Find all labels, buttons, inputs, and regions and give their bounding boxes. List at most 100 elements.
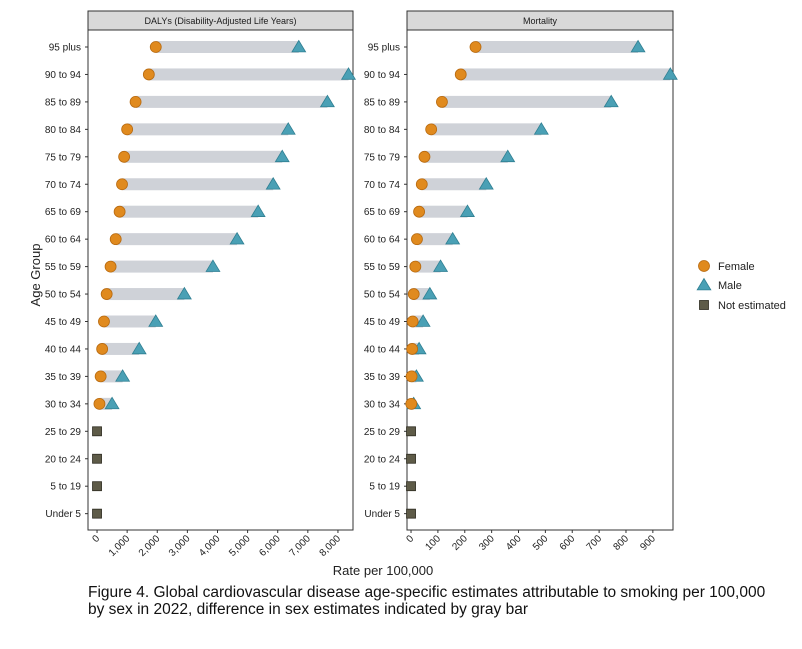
male-marker [340,67,357,80]
y-tick-label: 65 to 69 [364,207,401,218]
x-tick-label: 400 [504,533,524,553]
female-marker [469,41,482,53]
y-tick-label: 75 to 79 [364,152,401,163]
male-marker [319,94,335,108]
caption-line-2: by sex in 2022, difference in sex estima… [88,601,528,618]
x-tick-label: 6,000 [257,533,283,559]
male-marker [415,314,431,327]
y-tick-label: 80 to 84 [45,125,82,136]
y-tick-label: 30 to 34 [45,399,82,410]
male-marker [205,259,221,272]
female-marker [104,260,117,273]
y-tick-label: 30 to 34 [364,399,401,410]
y-tick-label: 55 to 59 [45,262,82,273]
y-tick-label: 5 to 19 [369,482,400,493]
male-marker [291,39,307,53]
x-tick-label: 300 [477,533,497,553]
not-estimated-marker [92,481,102,492]
x-tick-label: 600 [558,533,578,553]
male-marker [148,314,164,327]
female-marker [96,343,109,355]
x-tick-label: 8,000 [318,533,344,559]
y-tick-label: 75 to 79 [45,152,82,163]
male-marker [533,122,549,135]
panel-frame [406,29,674,531]
legend-label: Male [718,280,742,292]
legend-label: Female [718,261,755,273]
x-tick-label: 900 [638,533,658,553]
female-marker [415,178,428,191]
not-estimated-marker [406,426,416,437]
male-marker [445,231,461,245]
x-tick-label: 200 [450,533,470,553]
difference-bar [115,233,238,246]
female-marker [113,205,126,218]
y-tick-label: Under 5 [364,509,400,520]
x-axis-title: Rate per 100,000 [333,563,433,578]
not-estimated-marker [92,508,102,519]
female-marker [142,68,155,81]
y-tick-label: 85 to 89 [364,97,401,108]
female-marker [436,96,448,108]
female-marker [94,370,107,383]
female-marker [149,41,162,53]
x-tick-label: 4,000 [197,533,223,559]
female-marker [118,150,131,163]
y-tick-label: 50 to 54 [45,290,82,301]
x-tick-label: 3,000 [167,533,193,559]
panel-2: Mortality 95 plus 90 to 94 85 to 89 80 to 84… [364,10,678,553]
panel-frame [87,29,354,531]
difference-bar [103,315,156,328]
difference-bar [127,123,289,136]
legend-female-key [698,260,710,272]
y-tick-label: 50 to 54 [364,290,401,301]
legend-label: Not estimated [718,300,786,312]
legend-male-key [696,277,712,291]
female-marker [109,233,122,246]
not-estimated-marker [92,453,102,464]
y-tick-label: 95 plus [368,43,400,54]
difference-bar [416,233,453,246]
y-tick-label: 90 to 94 [45,70,82,81]
panel-title: DALYs (Disability-Adjusted Life Years) [145,16,297,26]
female-marker [409,260,422,273]
difference-bar [419,205,468,218]
male-marker [459,204,475,217]
male-marker [115,369,131,382]
y-tick-label: 70 to 74 [45,180,82,191]
male-marker [478,176,494,190]
female-marker [454,68,467,81]
difference-bar [415,260,441,273]
difference-bar [102,342,140,355]
y-tick-label: 25 to 29 [45,427,82,438]
female-marker [98,315,110,328]
y-tick-label: 60 to 64 [45,235,82,246]
caption-line-1: Figure 4. Global cardiovascular disease … [88,584,766,601]
male-marker [250,204,266,217]
female-marker [405,370,418,383]
male-marker [265,176,281,190]
difference-bar [124,150,283,163]
x-tick-label: 0 [404,533,416,545]
male-marker [662,67,678,80]
x-tick-label: 500 [531,533,551,553]
y-tick-label: 70 to 74 [364,180,401,191]
female-marker [129,96,142,108]
y-tick-label: 40 to 44 [45,344,82,355]
female-marker [100,288,113,300]
x-tick-label: 700 [585,533,605,553]
y-tick-label: 95 plus [49,43,81,54]
x-tick-label: 100 [423,533,443,553]
difference-bar [110,260,213,273]
difference-bar [475,41,639,53]
male-marker [280,122,296,135]
difference-bar [424,150,508,163]
female-marker [413,205,425,218]
difference-bar [460,68,671,81]
female-marker [121,123,134,136]
difference-bar [135,95,328,108]
male-marker [422,286,438,300]
not-estimated-marker [92,426,102,437]
x-tick-label: 1,000 [107,533,133,559]
female-marker [418,150,431,163]
